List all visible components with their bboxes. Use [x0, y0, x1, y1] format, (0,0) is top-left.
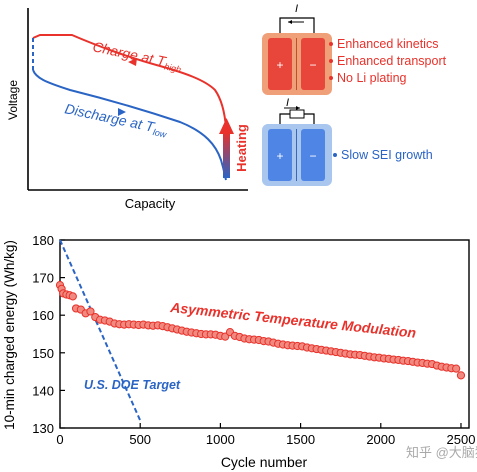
y-tick-label: 160: [32, 308, 54, 323]
hot-cell-plus: +: [276, 58, 283, 72]
top-y-axis-label: Voltage: [6, 80, 20, 120]
x-tick-label: 500: [129, 432, 151, 447]
y-axis-label: 10-min charged energy (Wh/kg): [2, 240, 17, 430]
hot-bullet-2: Enhanced transport: [337, 54, 447, 68]
charge-label: Charge at Thigh: [91, 38, 184, 75]
doe-target-line: [59, 239, 142, 421]
hot-cell-negative-plate: [301, 38, 325, 90]
cold-cell-negative-plate: [301, 129, 325, 181]
charge-curve: [32, 34, 227, 129]
discharge-label-sub: low: [152, 127, 168, 140]
charge-label-prefix: Charge at T: [91, 38, 168, 69]
x-tick-label: 2000: [366, 432, 395, 447]
y-tick-label: 180: [32, 233, 54, 248]
y-axis-ticks: 130 140 150 160 170 180: [32, 233, 65, 436]
hot-cell-wire: [279, 17, 315, 38]
discharge-label-prefix: Discharge at T: [63, 100, 157, 135]
cold-cell-current-label: I: [286, 97, 289, 109]
cold-cell-bullets: Slow SEI growth: [333, 148, 433, 162]
cold-cell-plus: +: [276, 149, 283, 163]
x-tick-label: 1500: [286, 432, 315, 447]
doe-target-dashed-line: [59, 239, 142, 421]
bullet-dot: [333, 153, 337, 157]
x-tick-label: 2500: [447, 432, 476, 447]
bullet-dot: [329, 59, 333, 63]
watermark: 知乎 @大脑猫: [406, 445, 477, 460]
x-axis-ticks: 0 500 1000 1500 2000 2500: [56, 423, 475, 447]
discharge-label: Discharge at Tlow: [63, 100, 169, 139]
top-x-axis-label: Capacity: [125, 196, 176, 211]
heating-arrow-shaft: [223, 132, 230, 178]
hot-cell-positive-plate: [268, 38, 292, 90]
charge-direction-arrow: [128, 58, 137, 66]
cold-bullet-1: Slow SEI growth: [341, 148, 433, 162]
bullet-dot: [329, 42, 333, 46]
cold-cell-resistor: [289, 109, 305, 119]
y-tick-label: 140: [32, 383, 54, 398]
cold-cell-current-arrowhead: [296, 106, 300, 110]
data-points: [55, 281, 466, 380]
cold-cell-schematic: I + −: [262, 97, 332, 186]
cold-cell-minus: −: [309, 149, 316, 163]
discharge-direction-arrow: [118, 108, 126, 116]
data-point: [68, 292, 77, 301]
hot-bullet-1: Enhanced kinetics: [337, 37, 438, 51]
heating-arrow-head: [219, 118, 234, 134]
hot-cell-bullets: Enhanced kinetics Enhanced transport No …: [329, 37, 447, 85]
charge-label-sub: high: [163, 61, 182, 74]
y-tick-label: 150: [32, 346, 54, 361]
data-point: [456, 371, 466, 380]
hot-cell-current-arrowhead: [288, 20, 292, 24]
doe-annotation: U.S. DOE Target: [84, 378, 181, 392]
hot-cell-schematic: I + −: [262, 3, 332, 95]
plot-frame: [59, 239, 470, 429]
x-tick-label: 1000: [206, 432, 235, 447]
y-tick-label: 170: [32, 271, 54, 286]
voltage-capacity-panel: Voltage Capacity Charge at Thigh Dischar…: [6, 8, 249, 211]
discharge-curve: [32, 69, 227, 181]
cold-cell-positive-plate: [268, 129, 292, 181]
data-point: [86, 307, 95, 316]
data-point: [452, 364, 461, 373]
hot-cell-current-label: I: [295, 3, 298, 15]
hot-bullet-3: No Li plating: [337, 71, 407, 85]
hot-cell-minus: −: [309, 58, 316, 72]
x-axis-label: Cycle number: [221, 454, 308, 470]
heating-label: Heating: [234, 124, 249, 172]
y-tick-label: 130: [32, 421, 54, 436]
bullet-dot: [329, 76, 333, 80]
x-tick-label: 0: [56, 432, 63, 447]
